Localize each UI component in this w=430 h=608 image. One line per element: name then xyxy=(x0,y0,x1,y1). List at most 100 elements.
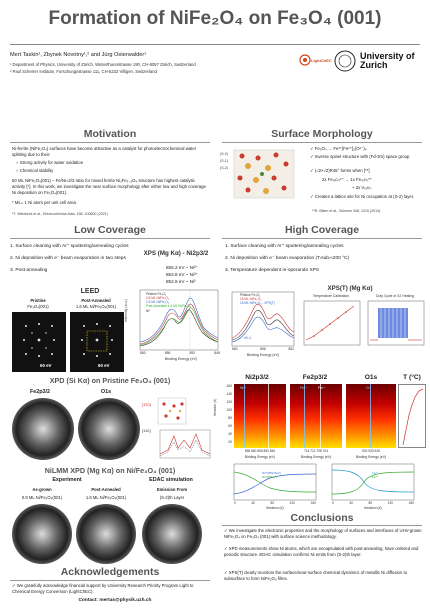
nilmm-heading: NiLMM XPD (Mg Kα) on Ni/Fe₃O₄ (001) xyxy=(44,466,176,475)
peak-line xyxy=(370,384,371,448)
fe-ratio-xticks: 0 40 80 120 160 xyxy=(332,501,414,505)
high-step-3: 3. Temperature dependent in-operando XPS xyxy=(225,268,320,273)
legend-item: Ni⁰(858eV) xyxy=(262,474,277,479)
peak-label: O²⁻ xyxy=(366,386,372,390)
morphology-rule xyxy=(222,142,422,143)
leed-energy-annealed: 60 eV xyxy=(98,363,110,368)
x-tick: 120 xyxy=(289,501,296,505)
morphology-ref: **R. Bliem et al., Science 346, 1215 (20… xyxy=(312,209,381,213)
motivation-bullet-1: ○ Strong activity for water oxidation xyxy=(16,160,84,165)
nilmm-sub-asgrown: 0.8 ML Ni/Fe₃O₄(001) xyxy=(21,495,63,500)
motivation-bullet-2: ○ Chemical stability xyxy=(16,168,54,173)
y-tick: 80 xyxy=(228,416,232,420)
leed-label-annealed: Post-Annealed xyxy=(81,298,111,303)
conclusions-heading: Conclusions xyxy=(290,512,354,524)
peak-label: Fe²⁺ xyxy=(318,386,325,390)
nilmm-label-annealed: Post-Annealed xyxy=(91,487,121,492)
y-tick: 120 xyxy=(226,400,232,404)
ni-ratio-plot xyxy=(233,463,317,501)
high-xps-xlabel: Binding Energy (eV) xyxy=(246,353,280,357)
heatmap-xlabel-o: Binding Energy (eV) xyxy=(355,455,387,459)
leed-sub-pristine: Fe₃O₄(001) xyxy=(27,304,49,309)
low-step-2: 2. Ni deposition with e⁻ beam evaporatio… xyxy=(10,256,126,261)
motivation-ref: *T. Wiedorek et al., Electrochimica Acta… xyxy=(12,212,108,216)
heatmap-fe: Fe³⁺ Fe²⁺ xyxy=(290,384,342,448)
heatmap-temp-label: T (°C) xyxy=(403,374,421,381)
poster-title: Formation of NiFe₂O₄ on Fe₃O₄ (001) xyxy=(48,8,382,29)
temperature-profile xyxy=(398,384,426,448)
morphology-line-3: ✓ (√2×√2)R45° forms when [**] xyxy=(310,168,370,173)
heatmap-xlabel-ni: Binding Energy (eV) xyxy=(244,455,276,459)
xpd-label-fe: Fe2p3/2 xyxy=(29,389,51,395)
nilmm-pattern-annealed xyxy=(76,504,136,564)
x-tick: 80 xyxy=(368,501,373,505)
x-tick: 160 xyxy=(408,501,414,505)
ni-ratio-xlabel: Iteration (#) xyxy=(266,506,284,510)
heatmap-xticks-o: 532 530 528 xyxy=(362,449,380,453)
heatmap-xlabel-fe: Binding Energy (eV) xyxy=(300,455,332,459)
low-xps-title: XPS (Mg Kα) - Ni2p3/2 xyxy=(143,250,209,257)
leed-pattern-icon xyxy=(23,323,55,357)
crystal-lattice-icon xyxy=(233,149,295,199)
low-xps-legend: Pristine Fe₃O₄ 0.8 ML Ni/Fe₃O₄ 1.6 ML Ni… xyxy=(146,292,191,313)
peak-line xyxy=(304,384,305,448)
low-xps-ylabel: Intensity (a.u.) xyxy=(124,299,128,322)
layer-label-s0: (S-0) xyxy=(220,152,228,156)
y-tick: 20 xyxy=(228,440,232,444)
ni-state-3: 852.8 eV ~ Ni⁰ xyxy=(166,279,196,284)
title-rule xyxy=(10,44,420,45)
y-tick: 100 xyxy=(226,408,232,412)
temp-cal-title: Temperature Calibration xyxy=(312,294,350,298)
contact-email[interactable]: Contact: mertas@physik.uzh.ch xyxy=(78,598,152,603)
legend-item: Fe²⁺ xyxy=(372,474,379,479)
legend-item: Post-Annealed 1.6 ML Ni/Fe₃O₄ xyxy=(146,304,192,309)
nilmm-label-asgrown: As-grown xyxy=(32,487,52,492)
morphology-line-4: 2x Fe₍ₒcₜ₎²⁺ → 1x Fe₍ₒcₜ₎³⁺ xyxy=(322,177,372,182)
legend-item: Ni²⁺(852.8eV) xyxy=(262,471,281,475)
layer-label-s1: (S-1) xyxy=(220,159,228,163)
motivation-heading: Motivation xyxy=(83,128,137,140)
high-xps-factor: x0.4 xyxy=(244,336,251,340)
ni-state-1: 855.2 eV ~ Ni²⁺ xyxy=(166,265,198,270)
x-tick: 0 xyxy=(234,501,236,505)
heatmap-xticks-fe: 716 712 708 704 xyxy=(304,449,328,453)
lightchec-logo: LightChEC xyxy=(298,52,332,76)
x-tick: 40 xyxy=(349,501,353,505)
leed-image-pristine: 60 eV xyxy=(12,312,66,372)
x-tick: 852 xyxy=(189,351,196,355)
peak-line xyxy=(268,384,269,448)
low-xps-plot xyxy=(139,289,219,351)
peak-line xyxy=(320,384,321,448)
ni-ratio-xticks: 0 40 80 120 160 xyxy=(234,501,316,505)
y-tick: 140 xyxy=(226,392,232,396)
xpd-heading: XPD (Si Kα) on Pristine Fe₃O₄ (001) xyxy=(49,376,171,385)
authors: Mert Taskin¹, Zbynek Novotny¹,² and Jürg… xyxy=(10,52,147,58)
lightchec-icon xyxy=(299,54,311,66)
high-coverage-heading: High Coverage xyxy=(284,224,360,236)
temp-cal-plot xyxy=(303,300,361,346)
duty-cycle-plot xyxy=(367,300,425,346)
x-tick: 160 xyxy=(310,501,316,505)
high-step-1: 1. Surface cleaning with Ar⁺ sputtering/… xyxy=(225,244,344,249)
heatmap-o: O²⁻ xyxy=(346,384,396,448)
high-xps-plot xyxy=(231,291,295,347)
high-xps-xticks: 860 856 852 xyxy=(232,347,294,351)
x-tick: 860 xyxy=(232,347,238,351)
nilmm-pattern-asgrown xyxy=(12,504,72,564)
high-coverage-rule xyxy=(222,238,422,239)
morphology-heading: Surface Morphology xyxy=(271,128,373,140)
x-tick: 80 xyxy=(270,501,275,505)
nilmm-header-edac: EDAC simulation xyxy=(149,477,193,483)
ack-text: ✓ We gratefully acknowledge financial su… xyxy=(12,583,194,594)
conclusion-item-3: ✓ XPS(T) clearly monitors the surface/ne… xyxy=(224,570,408,581)
high-xps-legend: Pristine Fe₃O₄ 15 ML NiFe₂O₄ 15 ML NiFe₂… xyxy=(240,293,275,305)
spinel-structure-image xyxy=(233,149,295,199)
y-tick: 160 xyxy=(226,384,232,388)
legend-item: 1.6 ML Ni/Fe₃O₄ xyxy=(146,300,170,305)
nilmm-pattern-edac xyxy=(142,504,202,564)
legend-item: Pristine Fe₃O₄ xyxy=(146,292,167,296)
leed-pattern-icon xyxy=(81,323,113,357)
x-tick: 856 xyxy=(164,351,171,355)
nilmm-header-experiment: Experiment xyxy=(52,477,82,483)
heatmap-xticks-ni: 865 860 855 850 845 xyxy=(244,449,276,453)
